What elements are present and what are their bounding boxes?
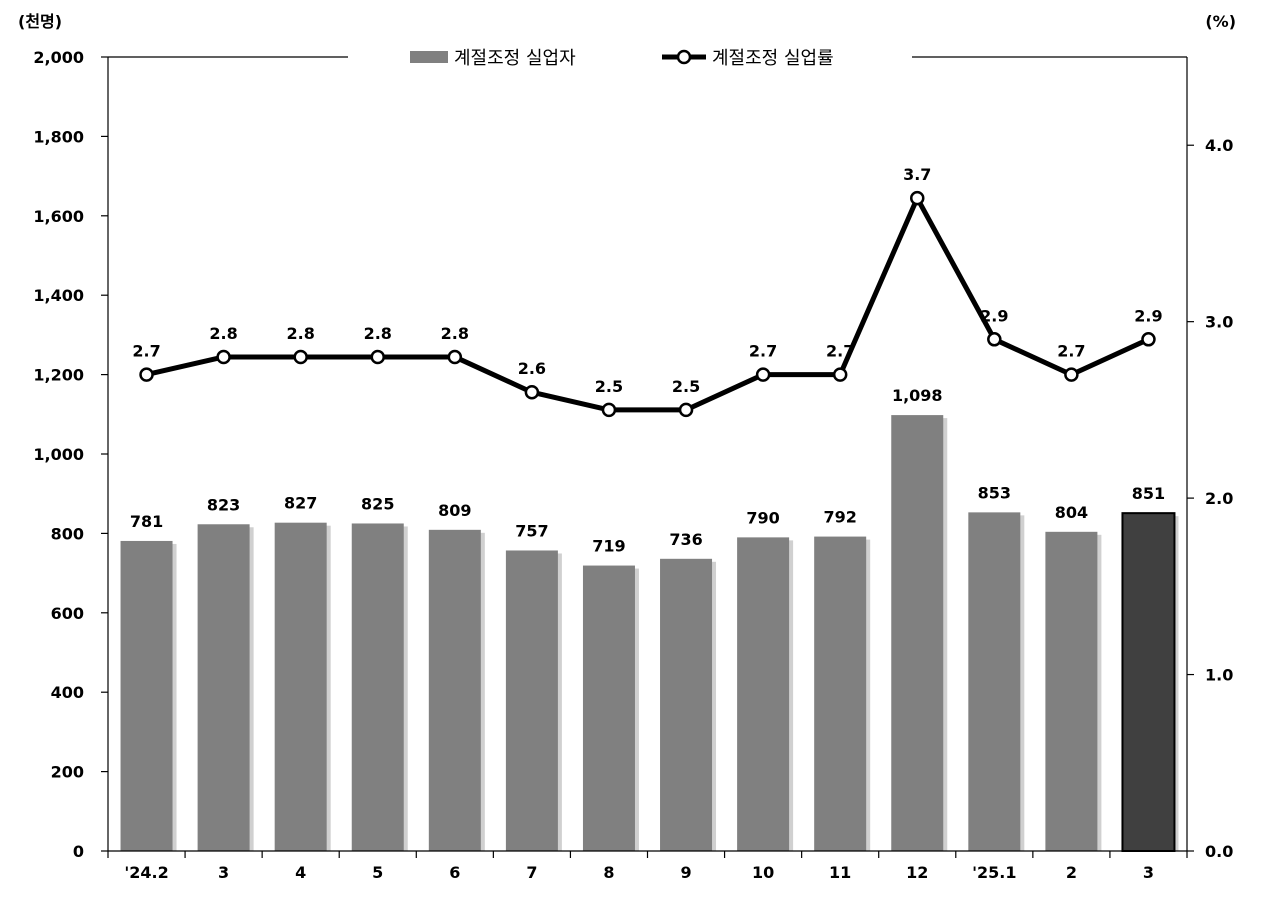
rate-point — [139, 367, 154, 382]
right-tick-label: 4.0 — [1205, 136, 1233, 155]
x-tick-label: 3 — [218, 863, 229, 882]
left-tick-label: 1,200 — [33, 366, 84, 385]
rate-point — [832, 367, 848, 382]
left-tick-label: 600 — [51, 604, 84, 623]
x-tick-label: 3 — [1143, 863, 1154, 882]
x-tick-label: 5 — [372, 863, 383, 882]
rate-point — [370, 349, 385, 365]
rate-value-label: 2.7 — [749, 342, 777, 361]
left-tick-label: 200 — [51, 763, 84, 782]
rate-point — [524, 384, 540, 400]
left-tick-label: 1,400 — [33, 286, 84, 305]
rate-value-label: 2.7 — [1057, 342, 1085, 361]
left-tick-label: 1,800 — [33, 127, 84, 146]
rate-value-label: 2.6 — [518, 359, 546, 378]
bar-value-label: 790 — [746, 508, 779, 527]
x-tick-label: 7 — [526, 863, 537, 882]
rate-point — [910, 190, 925, 206]
bar — [582, 565, 635, 851]
bar-value-label: 827 — [284, 494, 317, 513]
legend-bar-swatch — [410, 51, 448, 63]
rate-point — [1141, 332, 1156, 347]
rate-value-label: 2.9 — [1134, 306, 1162, 325]
right-tick-label: 3.0 — [1205, 313, 1233, 332]
left-axis-unit-label: (천명) — [18, 12, 62, 31]
bar-value-label: 809 — [438, 501, 471, 520]
rate-value-label: 2.8 — [287, 324, 315, 343]
bar — [351, 523, 404, 851]
rate-value-label: 3.7 — [903, 165, 931, 184]
x-tick-label: 2 — [1066, 863, 1077, 882]
bar-value-label: 823 — [207, 495, 240, 514]
rate-value-label: 2.9 — [980, 306, 1008, 325]
x-tick-label: '24.2 — [124, 863, 168, 882]
bar-value-label: 853 — [978, 483, 1011, 502]
rate-point — [987, 332, 1002, 347]
bar — [505, 550, 558, 851]
left-tick-label: 400 — [51, 683, 84, 702]
bar — [197, 524, 250, 851]
rate-line — [145, 195, 1150, 413]
left-tick-label: 1,000 — [33, 445, 84, 464]
left-tick-label: 2,000 — [33, 48, 84, 67]
bar — [737, 537, 790, 851]
rate-point — [678, 402, 694, 418]
rate-value-label: 2.7 — [132, 342, 160, 361]
bar — [120, 540, 173, 851]
bar-value-label: 781 — [130, 512, 163, 531]
x-tick-label: 9 — [680, 863, 691, 882]
right-tick-label: 2.0 — [1205, 489, 1233, 508]
bar — [428, 529, 481, 851]
bar-value-label: 851 — [1132, 484, 1165, 503]
left-tick-label: 800 — [51, 524, 84, 543]
right-axis-unit-label: (%) — [1205, 12, 1236, 31]
rate-value-label: 2.8 — [364, 324, 392, 343]
bar-value-label: 792 — [823, 508, 856, 527]
bar-value-label: 719 — [592, 537, 625, 556]
legend-line-label: 계절조정 실업률 — [712, 48, 834, 69]
x-tick-label: '25.1 — [972, 863, 1016, 882]
rate-point — [755, 367, 771, 382]
rate-value-label: 2.8 — [209, 324, 237, 343]
bar — [891, 415, 944, 851]
rate-point — [216, 349, 231, 365]
rate-point — [1064, 367, 1079, 382]
bar-highlighted — [1121, 512, 1176, 852]
x-tick-label: 12 — [906, 863, 928, 882]
bar — [814, 536, 867, 851]
x-tick-label: 10 — [752, 863, 774, 882]
right-tick-label: 1.0 — [1205, 666, 1233, 685]
bar-value-label: 825 — [361, 494, 394, 513]
rate-point — [293, 349, 308, 365]
rate-value-label: 2.5 — [672, 377, 700, 396]
left-tick-label: 1,600 — [33, 207, 84, 226]
bar — [968, 512, 1021, 851]
bar-value-label: 804 — [1055, 503, 1088, 522]
bar-value-label: 1,098 — [892, 386, 943, 405]
rate-point — [601, 402, 617, 418]
bar-value-label: 736 — [669, 530, 702, 549]
right-tick-label: 0.0 — [1205, 842, 1233, 861]
rate-value-label: 2.5 — [595, 377, 623, 396]
rate-point — [447, 349, 463, 365]
legend-bar-label: 계절조정 실업자 — [454, 48, 576, 69]
bar — [274, 522, 327, 851]
bar — [660, 558, 713, 851]
x-tick-label: 8 — [603, 863, 614, 882]
x-tick-label: 11 — [829, 863, 851, 882]
rate-value-label: 2.8 — [441, 324, 469, 343]
x-tick-label: 6 — [449, 863, 460, 882]
x-tick-label: 4 — [295, 863, 306, 882]
legend-line-marker — [676, 49, 692, 65]
left-tick-label: 0 — [73, 842, 84, 861]
bar — [1045, 531, 1098, 851]
bar-value-label: 757 — [515, 521, 548, 540]
rate-value-label: 2.7 — [826, 342, 854, 361]
